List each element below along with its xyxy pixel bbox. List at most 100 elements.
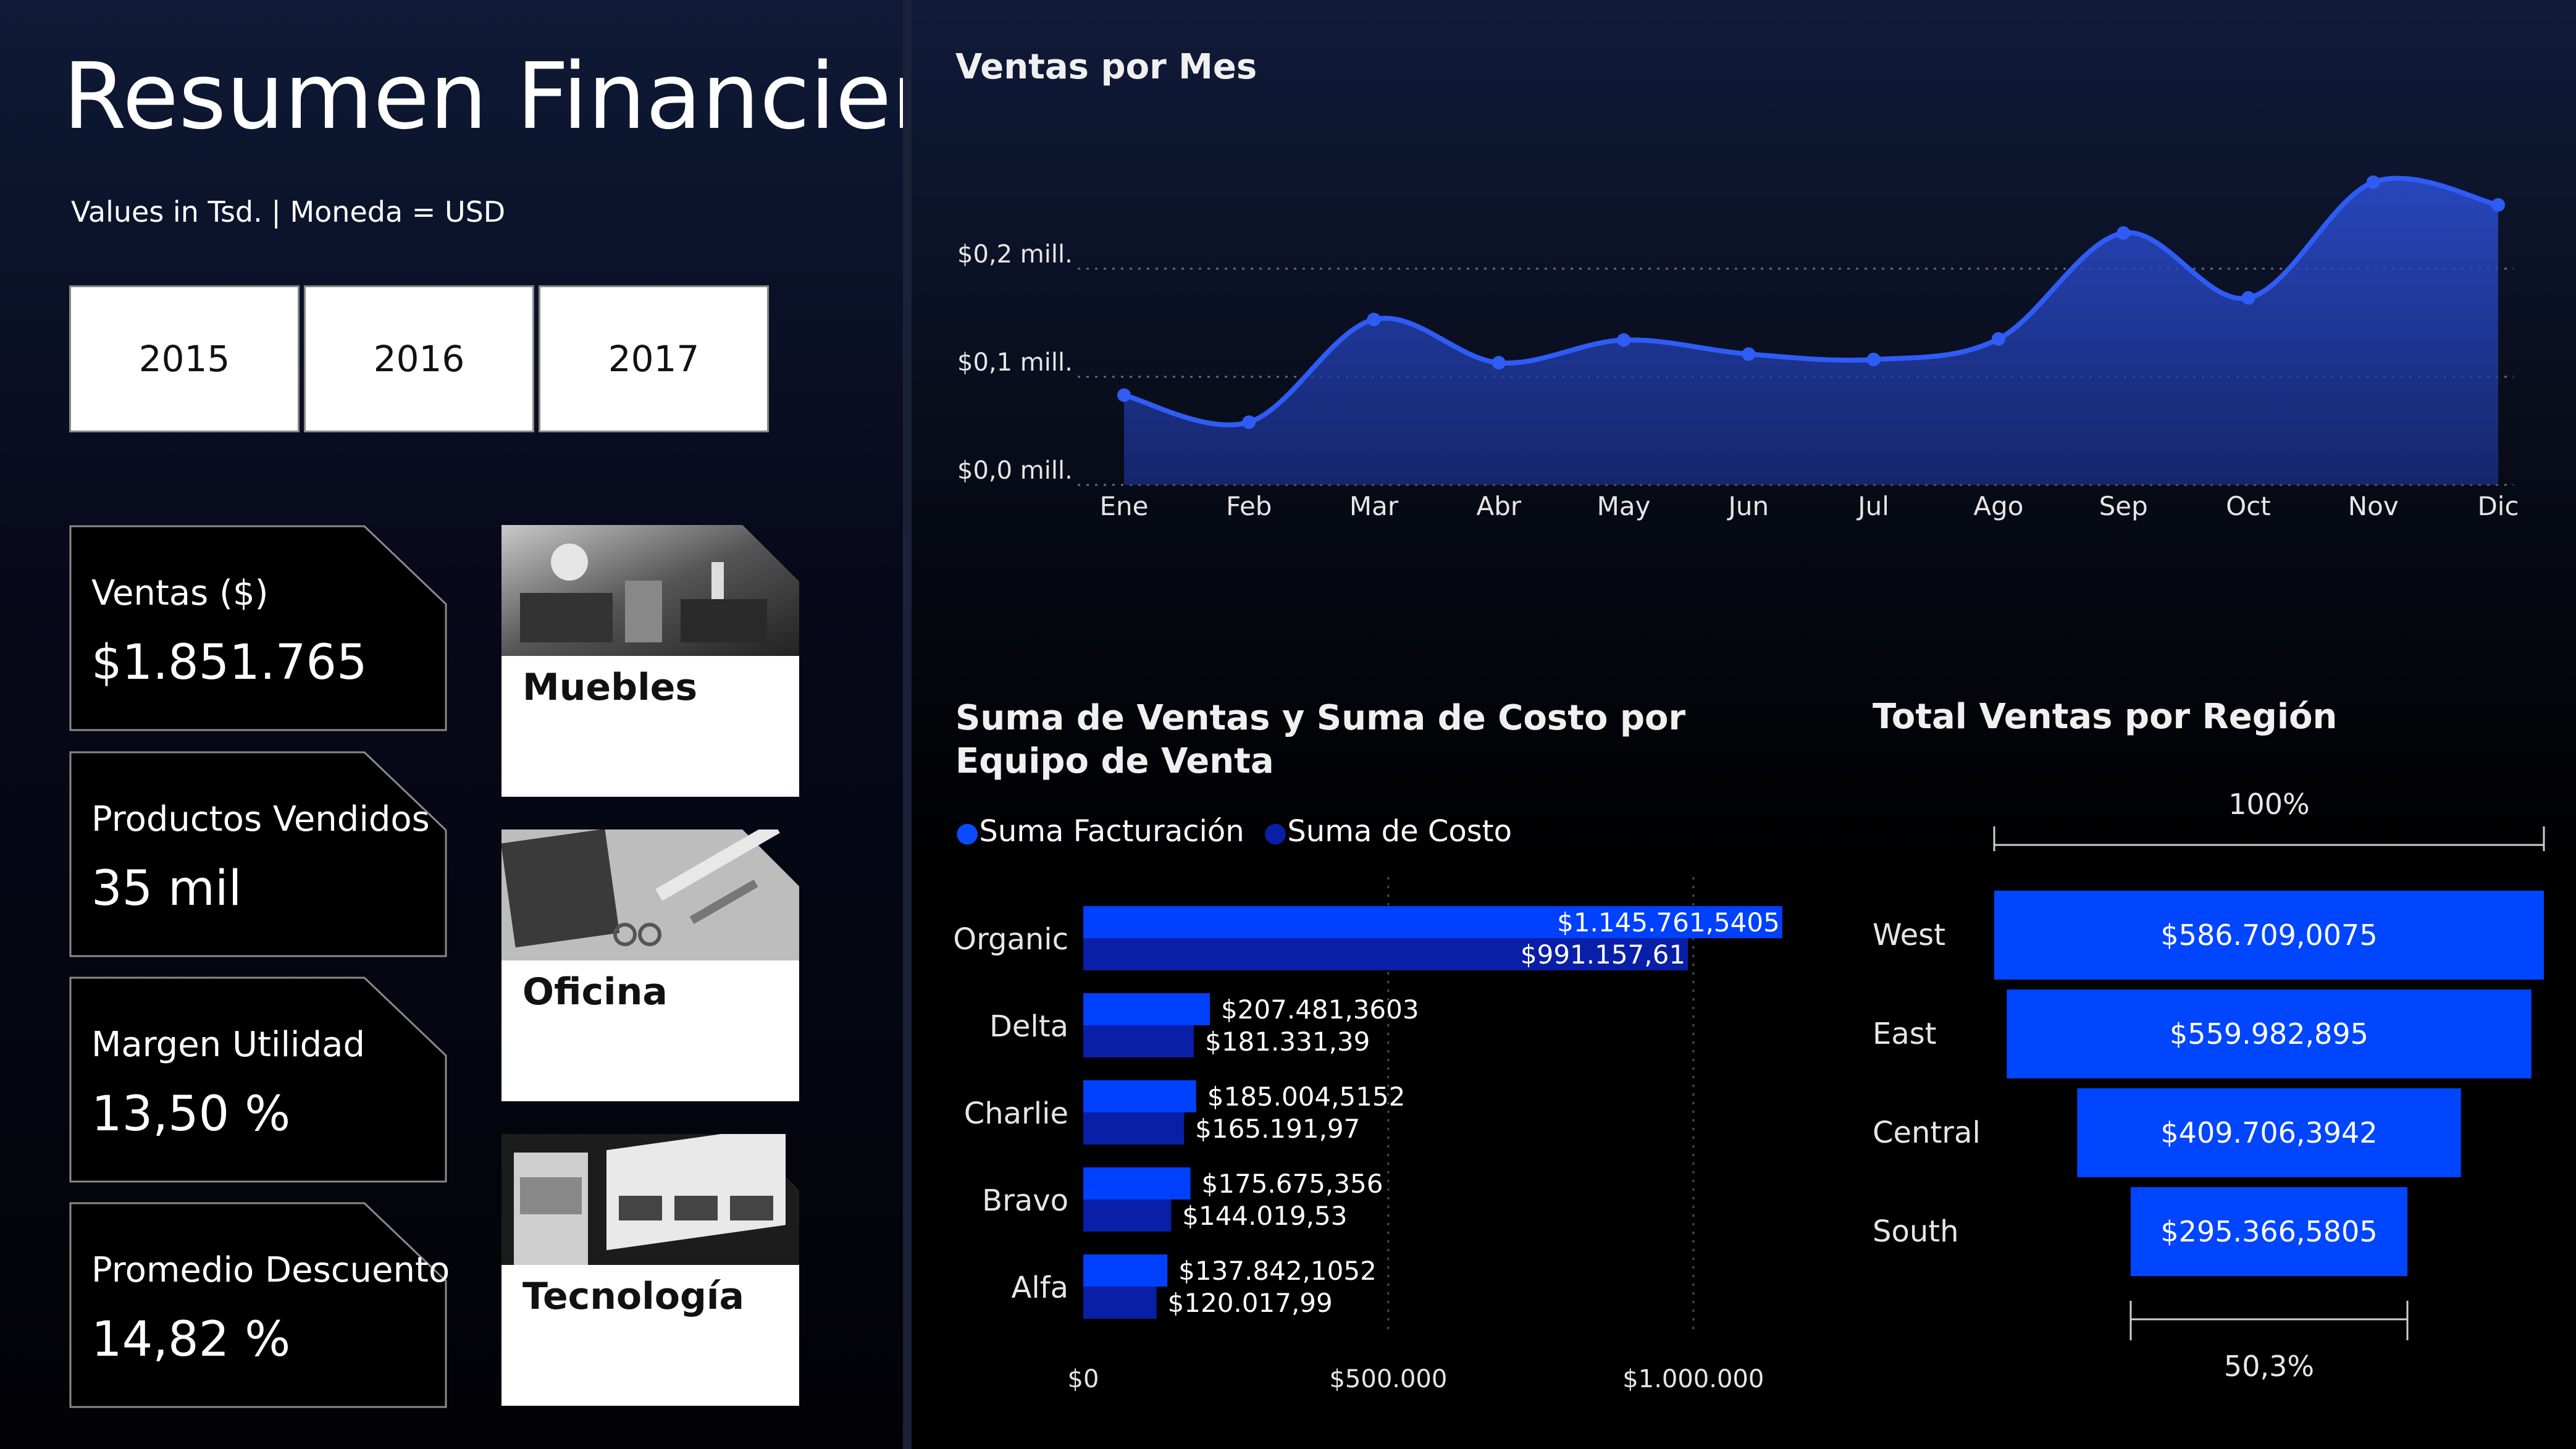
left-panel: Resumen Financiero Values in Tsd. | Mone… bbox=[0, 0, 983, 1449]
kpi-card-ventas: Ventas ($) $1.851.765 bbox=[69, 525, 447, 731]
legend-label-facturacion[interactable]: Suma Facturación bbox=[979, 814, 1244, 849]
sales-point-jul[interactable] bbox=[1866, 353, 1881, 366]
sales-point-abr[interactable] bbox=[1491, 356, 1506, 370]
category-label-charlie: Charlie bbox=[964, 1096, 1068, 1131]
sales-point-feb[interactable] bbox=[1242, 415, 1256, 429]
bar-data-label: $175.675,356 bbox=[1202, 1169, 1383, 1199]
sales-point-jun[interactable] bbox=[1742, 347, 1756, 361]
funnel-bottom-bracket bbox=[2129, 1301, 2409, 1340]
technology-photo-icon bbox=[501, 1134, 799, 1406]
category-card-oficina[interactable]: Oficina bbox=[501, 830, 799, 1101]
funnel-category-west: West bbox=[1873, 918, 1945, 952]
bar-delta-costo[interactable] bbox=[1083, 1025, 1194, 1057]
x-tick-label: $500.000 bbox=[1329, 1365, 1447, 1393]
bar-data-label: $207.481,3603 bbox=[1221, 994, 1419, 1025]
funnel-chart: 100% West $586.709,0075 East $559.982,895 Ce… bbox=[1873, 788, 2545, 1383]
sales-point-ago[interactable] bbox=[1991, 332, 2005, 346]
x-tick-label: Sep bbox=[2099, 491, 2148, 521]
y-tick-label: $0,2 mill. bbox=[957, 240, 1073, 269]
kpi-card-frame bbox=[69, 525, 447, 731]
category-card-muebles[interactable]: Muebles bbox=[501, 525, 799, 797]
furniture-photo-icon bbox=[501, 525, 799, 797]
sales-point-oct[interactable] bbox=[2241, 291, 2255, 305]
kpi-label-descuento: Promedio Descuento bbox=[91, 1250, 450, 1290]
year-filter-2015[interactable]: 2015 bbox=[69, 285, 300, 432]
sales-line[interactable] bbox=[1123, 175, 2499, 427]
bar-organic-costo[interactable] bbox=[1083, 938, 1689, 970]
funnel-bar-east[interactable] bbox=[2007, 989, 2532, 1078]
x-tick-label: Feb bbox=[1226, 491, 1272, 521]
page-title: Resumen Financiero bbox=[63, 43, 983, 149]
kpi-label-productos: Productos Vendidos bbox=[91, 799, 430, 839]
sales-point-sep[interactable] bbox=[2117, 226, 2131, 240]
category-card-tecnologia[interactable]: Tecnología bbox=[501, 1134, 799, 1406]
funnel-top-percent: 100% bbox=[2228, 788, 2310, 821]
sales-point-dic[interactable] bbox=[2491, 198, 2505, 212]
funnel-bar-west[interactable] bbox=[1994, 891, 2544, 980]
x-tick-label: Jul bbox=[1856, 491, 1889, 521]
funnel-value-label: $559.982,895 bbox=[2170, 1017, 2368, 1051]
funnel-chart-title: Total Ventas por Región bbox=[1873, 697, 2338, 737]
year-filter-2016[interactable]: 2016 bbox=[304, 285, 534, 432]
funnel-category-east: East bbox=[1873, 1017, 1937, 1051]
kpi-card-descuento: Promedio Descuento 14,82 % bbox=[69, 1202, 450, 1408]
x-tick-label: Abr bbox=[1476, 491, 1521, 521]
sales-point-nov[interactable] bbox=[2366, 175, 2380, 189]
bar-data-label: $991.157,61 bbox=[1521, 939, 1685, 970]
bar-delta-facturacion[interactable] bbox=[1083, 993, 1210, 1025]
bar-charlie-facturacion[interactable] bbox=[1083, 1080, 1196, 1112]
bar-chart-title: Suma de Ventas y Suma de Costo por Equip… bbox=[955, 698, 1686, 781]
bar-bravo-facturacion[interactable] bbox=[1083, 1167, 1191, 1199]
kpi-card-margen: Margen Utilidad 13,50 % bbox=[69, 976, 447, 1183]
x-tick-label: Ene bbox=[1100, 491, 1149, 521]
y-tick-label: $0,1 mill. bbox=[957, 348, 1073, 377]
bar-data-label: $144.019,53 bbox=[1182, 1201, 1347, 1231]
bar-data-label: $137.842,1052 bbox=[1178, 1256, 1377, 1286]
kpi-value-productos: 35 mil bbox=[91, 861, 242, 917]
office-supplies-photo-icon bbox=[501, 830, 799, 1101]
kpi-card-frame bbox=[69, 1202, 447, 1408]
category-label-muebles: Muebles bbox=[522, 666, 698, 709]
bar-data-label: $165.191,97 bbox=[1195, 1114, 1360, 1144]
bar-alfa-facturacion[interactable] bbox=[1083, 1254, 1168, 1287]
funnel-bottom-percent: 50,3% bbox=[2224, 1350, 2314, 1383]
x-tick-label: Jun bbox=[1727, 491, 1769, 521]
x-tick-label: Mar bbox=[1349, 491, 1399, 521]
category-label-alfa: Alfa bbox=[1012, 1270, 1068, 1305]
bar-data-label: $1.145.761,5405 bbox=[1557, 907, 1780, 938]
kpi-value-ventas: $1.851.765 bbox=[91, 635, 367, 691]
funnel-category-central: Central bbox=[1873, 1115, 1981, 1150]
category-label-oficina: Oficina bbox=[522, 970, 668, 1014]
category-label-organic: Organic bbox=[953, 922, 1068, 957]
x-tick-label: $0 bbox=[1068, 1365, 1099, 1393]
funnel-bar-south[interactable] bbox=[2130, 1187, 2408, 1276]
kpi-label-margen: Margen Utilidad bbox=[91, 1025, 365, 1065]
funnel-value-label: $295.366,5805 bbox=[2160, 1215, 2377, 1248]
legend-dot-costo: ● bbox=[1263, 817, 1288, 848]
category-label-delta: Delta bbox=[989, 1009, 1068, 1044]
kpi-card-productos: Productos Vendidos 35 mil bbox=[69, 751, 447, 957]
legend-dot-facturacion: ● bbox=[955, 817, 980, 848]
line-chart-title: Ventas por Mes bbox=[955, 47, 1257, 87]
legend-label-costo[interactable]: Suma de Costo bbox=[1287, 814, 1512, 849]
sales-area-fill bbox=[1124, 178, 2498, 485]
y-tick-label: $0,0 mill. bbox=[957, 456, 1073, 485]
bar-data-label: $185.004,5152 bbox=[1207, 1082, 1406, 1112]
x-tick-label: $1.000.000 bbox=[1622, 1365, 1764, 1393]
category-label-tecnologia: Tecnología bbox=[522, 1275, 744, 1318]
sales-point-ene[interactable] bbox=[1117, 388, 1131, 402]
bar-charlie-costo[interactable] bbox=[1083, 1112, 1185, 1144]
sales-point-mar[interactable] bbox=[1367, 313, 1381, 327]
funnel-top-bracket bbox=[1993, 826, 2545, 851]
bar-chart: $1.145.761,5405$991.157,61 $207.481,3603 $… bbox=[953, 877, 1782, 1393]
bar-bravo-costo[interactable] bbox=[1083, 1199, 1172, 1232]
sales-point-may[interactable] bbox=[1617, 333, 1631, 347]
funnel-bar-central[interactable] bbox=[2077, 1088, 2461, 1177]
funnel-value-label: $586.709,0075 bbox=[2160, 918, 2377, 952]
bar-organic-facturacion[interactable] bbox=[1083, 906, 1782, 938]
kpi-value-descuento: 14,82 % bbox=[91, 1312, 291, 1367]
x-tick-label: Dic bbox=[2477, 491, 2519, 521]
funnel-value-label: $409.706,3942 bbox=[2160, 1116, 2377, 1149]
year-filter-2017[interactable]: 2017 bbox=[539, 285, 769, 432]
bar-alfa-costo[interactable] bbox=[1083, 1287, 1157, 1319]
